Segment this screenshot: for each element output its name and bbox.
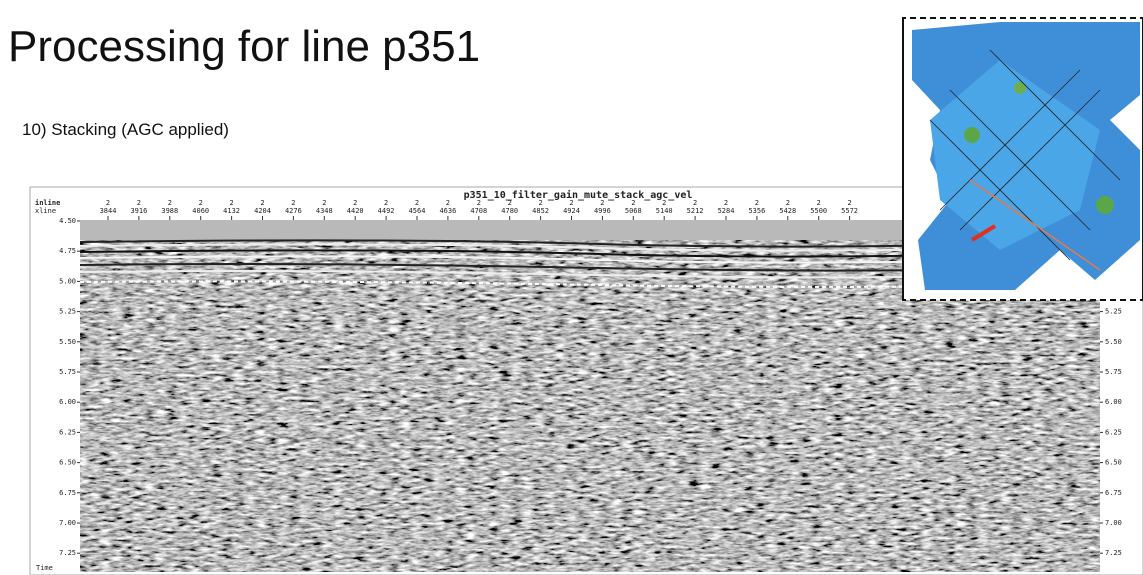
xline-tick-label: 4636 <box>439 207 456 215</box>
time-tick-label: 4.50 <box>59 217 76 225</box>
xline-tick-label: 5428 <box>779 207 796 215</box>
time-tick-label: 6.25 <box>59 428 76 436</box>
xline-tick-label: 4276 <box>285 207 302 215</box>
xline-tick-label: 4060 <box>192 207 209 215</box>
inline-tick-label: 2 <box>817 199 821 207</box>
xline-tick-label: 4708 <box>470 207 487 215</box>
time-tick-label: 5.75 <box>59 368 76 376</box>
time-tick-label: 4.75 <box>59 247 76 255</box>
water-column <box>80 220 1100 240</box>
inline-label: inline <box>35 199 60 207</box>
inline-tick-label: 2 <box>662 199 666 207</box>
inline-tick-label: 2 <box>199 199 203 207</box>
time-label: Time <box>36 564 53 572</box>
xline-tick-label: 5500 <box>810 207 827 215</box>
section-title: p351_10_filter_gain_mute_stack_agc_vel <box>464 189 693 201</box>
xline-label: xline <box>35 207 56 215</box>
time-tick-label: 7.00 <box>59 519 76 527</box>
xline-tick-label: 4204 <box>254 207 271 215</box>
xline-tick-label: 5068 <box>625 207 642 215</box>
inline-tick-label: 2 <box>631 199 635 207</box>
xline-tick-label: 5212 <box>687 207 704 215</box>
xline-tick-label: 4924 <box>563 207 580 215</box>
time-tick-label: 5.50 <box>1105 338 1122 346</box>
map-inset <box>902 17 1143 301</box>
time-tick-label: 6.25 <box>1105 428 1122 436</box>
inline-tick-label: 2 <box>260 199 264 207</box>
inline-tick-label: 2 <box>755 199 759 207</box>
inline-tick-label: 2 <box>693 199 697 207</box>
time-tick-label: 5.25 <box>59 308 76 316</box>
inline-tick-label: 2 <box>538 199 542 207</box>
xline-tick-label: 4780 <box>501 207 518 215</box>
time-tick-label: 6.50 <box>59 459 76 467</box>
inline-tick-label: 2 <box>384 199 388 207</box>
xline-tick-label: 4996 <box>594 207 611 215</box>
xline-tick-label: 3844 <box>100 207 117 215</box>
inline-tick-label: 2 <box>106 199 110 207</box>
time-tick-label: 6.50 <box>1105 459 1122 467</box>
inline-tick-label: 2 <box>569 199 573 207</box>
xline-tick-label: 3988 <box>161 207 178 215</box>
inline-tick-label: 2 <box>600 199 604 207</box>
time-tick-label: 6.75 <box>59 489 76 497</box>
time-tick-label: 5.00 <box>59 277 76 285</box>
time-tick-label: 7.25 <box>1105 549 1122 557</box>
inline-tick-label: 2 <box>724 199 728 207</box>
time-tick-label: 5.50 <box>59 338 76 346</box>
xline-tick-label: 3916 <box>130 207 147 215</box>
xline-tick-label: 4348 <box>316 207 333 215</box>
inline-tick-label: 2 <box>508 199 512 207</box>
time-tick-label: 7.25 <box>59 549 76 557</box>
time-tick-label: 6.00 <box>59 398 76 406</box>
time-tick-label: 5.25 <box>1105 308 1122 316</box>
inline-tick-label: 2 <box>415 199 419 207</box>
inline-tick-label: 2 <box>477 199 481 207</box>
inline-tick-label: 2 <box>847 199 851 207</box>
inline-tick-label: 2 <box>353 199 357 207</box>
inline-tick-label: 2 <box>291 199 295 207</box>
time-tick-label: 5.75 <box>1105 368 1122 376</box>
inline-tick-label: 2 <box>137 199 141 207</box>
xline-tick-label: 5140 <box>656 207 673 215</box>
xline-tick-label: 4420 <box>347 207 364 215</box>
slide-title: Processing for line p351 <box>8 22 481 71</box>
time-tick-label: 6.75 <box>1105 489 1122 497</box>
inline-tick-label: 2 <box>322 199 326 207</box>
time-tick-label: 7.00 <box>1105 519 1122 527</box>
xline-tick-label: 5572 <box>841 207 858 215</box>
xline-tick-label: 4132 <box>223 207 240 215</box>
xline-tick-label: 5284 <box>718 207 735 215</box>
inline-tick-label: 2 <box>229 199 233 207</box>
xline-tick-label: 4852 <box>532 207 549 215</box>
xline-tick-label: 4492 <box>378 207 395 215</box>
xline-tick-label: 4564 <box>409 207 426 215</box>
inline-tick-label: 2 <box>786 199 790 207</box>
inline-tick-label: 2 <box>446 199 450 207</box>
xline-tick-label: 5356 <box>748 207 765 215</box>
inline-tick-label: 2 <box>168 199 172 207</box>
time-tick-label: 6.00 <box>1105 398 1122 406</box>
slide-subtitle: 10) Stacking (AGC applied) <box>22 120 229 139</box>
